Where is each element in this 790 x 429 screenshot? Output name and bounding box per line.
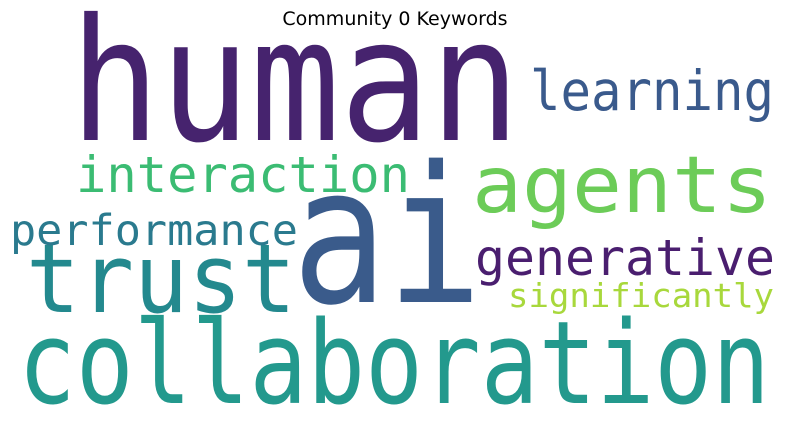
word-interaction: interaction — [76, 146, 410, 204]
word-agents: agents — [472, 141, 772, 231]
word-performance: performance — [10, 206, 298, 256]
word-ai: ai — [292, 126, 482, 347]
figure-title: Community 0 Keywords — [282, 8, 508, 30]
word-generative: generative — [475, 229, 775, 287]
word-significantly: significantly — [508, 276, 774, 315]
word-collaboration: collaboration — [18, 297, 770, 429]
word-learning: learning — [530, 59, 774, 123]
word-human: human — [70, 0, 520, 181]
word-trust: trust — [26, 225, 296, 335]
